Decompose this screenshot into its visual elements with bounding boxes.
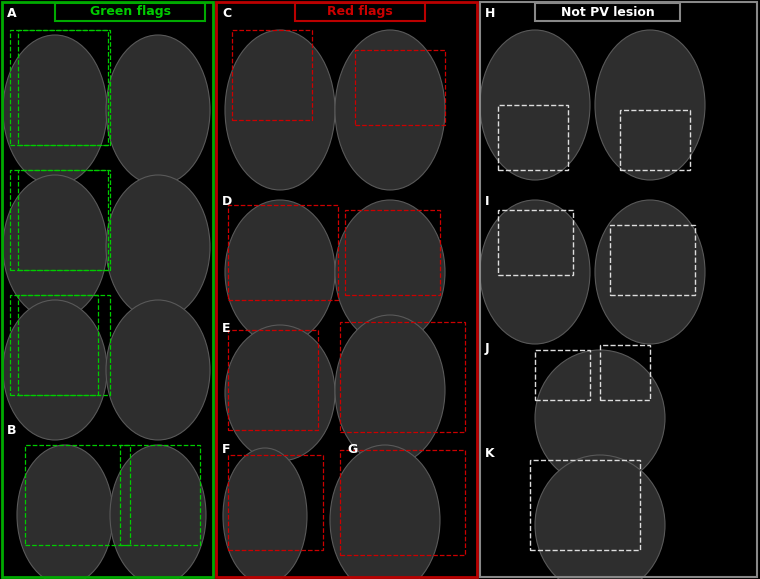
Ellipse shape xyxy=(106,35,210,185)
Bar xyxy=(535,3,680,21)
Ellipse shape xyxy=(17,445,113,579)
Bar xyxy=(120,445,200,545)
Bar xyxy=(10,295,110,395)
Text: E: E xyxy=(222,322,230,335)
Ellipse shape xyxy=(535,455,665,579)
Bar xyxy=(10,170,110,270)
Bar xyxy=(18,170,108,270)
Text: I: I xyxy=(485,195,489,208)
Bar xyxy=(498,105,568,170)
Ellipse shape xyxy=(3,175,107,319)
Bar xyxy=(18,30,108,145)
Bar xyxy=(340,322,465,432)
Bar xyxy=(55,3,205,21)
Bar xyxy=(228,205,338,300)
Text: A: A xyxy=(7,7,17,20)
Bar xyxy=(228,330,318,430)
Ellipse shape xyxy=(330,445,440,579)
Bar xyxy=(228,455,323,550)
Ellipse shape xyxy=(480,200,590,344)
Bar xyxy=(600,345,650,400)
Bar xyxy=(295,3,425,21)
Text: Green flags: Green flags xyxy=(90,5,170,19)
Bar xyxy=(10,30,110,145)
Bar xyxy=(498,210,573,275)
Ellipse shape xyxy=(335,30,445,190)
Bar xyxy=(345,210,440,295)
Ellipse shape xyxy=(106,300,210,440)
Text: F: F xyxy=(222,443,230,456)
Ellipse shape xyxy=(225,325,335,461)
Bar xyxy=(216,2,477,577)
Bar xyxy=(480,2,757,577)
Text: H: H xyxy=(485,7,496,20)
Text: Red flags: Red flags xyxy=(327,5,393,19)
Ellipse shape xyxy=(480,30,590,180)
Ellipse shape xyxy=(110,445,206,579)
Bar xyxy=(535,350,590,400)
Bar xyxy=(25,445,130,545)
Ellipse shape xyxy=(225,30,335,190)
Text: J: J xyxy=(485,342,489,355)
Bar xyxy=(18,295,98,395)
Text: G: G xyxy=(347,443,357,456)
Ellipse shape xyxy=(595,200,705,344)
Bar xyxy=(620,110,690,170)
Ellipse shape xyxy=(3,35,107,185)
Text: B: B xyxy=(7,424,17,437)
Ellipse shape xyxy=(223,448,307,579)
Bar xyxy=(2,2,213,577)
Ellipse shape xyxy=(535,350,665,486)
Bar xyxy=(530,460,640,550)
Text: K: K xyxy=(485,447,495,460)
Ellipse shape xyxy=(335,200,445,344)
Ellipse shape xyxy=(225,200,335,344)
Text: C: C xyxy=(222,7,231,20)
Bar xyxy=(340,450,465,555)
Bar xyxy=(610,225,695,295)
Ellipse shape xyxy=(106,175,210,319)
Ellipse shape xyxy=(335,315,445,465)
Bar xyxy=(232,30,312,120)
Text: D: D xyxy=(222,195,233,208)
Ellipse shape xyxy=(3,300,107,440)
Bar xyxy=(355,50,445,125)
Text: Not PV lesion: Not PV lesion xyxy=(561,5,654,19)
Ellipse shape xyxy=(595,30,705,180)
